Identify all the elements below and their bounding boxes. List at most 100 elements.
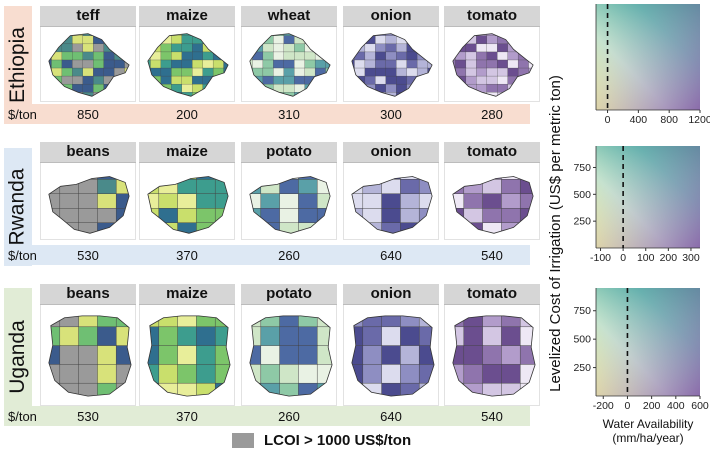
- map-region: [262, 75, 274, 85]
- map-region: [519, 345, 536, 366]
- map-region: [158, 315, 179, 328]
- legend-gradient-overlay: [596, 288, 700, 396]
- y-tick-label: 250: [573, 216, 591, 228]
- map-region: [48, 222, 61, 234]
- price-row: $/ton 530 370 260 640 540: [4, 245, 530, 265]
- crop-header: onion: [343, 284, 439, 305]
- map-regions: [249, 33, 331, 97]
- map-region: [177, 315, 198, 328]
- map-region: [202, 92, 214, 97]
- crop-map-panel: tomato: [444, 6, 540, 102]
- map-region: [362, 315, 383, 328]
- map-region: [314, 59, 327, 69]
- map-region: [406, 92, 418, 97]
- crop-header: tomato: [444, 142, 540, 163]
- map-region: [294, 59, 306, 69]
- map-region: [452, 35, 457, 45]
- map-region: [59, 176, 80, 180]
- map-region: [273, 59, 285, 69]
- map-region: [406, 35, 418, 45]
- map-region: [147, 75, 152, 85]
- map-region: [262, 35, 274, 45]
- map-region: [196, 326, 216, 347]
- map-region: [177, 193, 198, 209]
- map-region: [279, 326, 300, 347]
- choropleth-map: [48, 33, 130, 97]
- map-region: [147, 176, 160, 180]
- crop-header: maize: [139, 6, 235, 27]
- map-region: [103, 33, 115, 37]
- map-region: [262, 51, 274, 61]
- map-region: [115, 176, 130, 180]
- map-outline: [452, 176, 534, 234]
- map-region: [325, 75, 331, 85]
- map-region: [48, 326, 61, 347]
- crop-map-panel: onion: [343, 284, 439, 406]
- map-region: [171, 35, 183, 45]
- legend-gradient-overlay: [596, 146, 700, 248]
- crop-map-box: [139, 163, 235, 240]
- map-region: [214, 176, 229, 180]
- map-region: [476, 43, 488, 53]
- map-region: [528, 35, 534, 45]
- map-region: [212, 75, 225, 85]
- map-region: [260, 208, 281, 224]
- map-region: [298, 382, 318, 397]
- x-tick-label: -200: [593, 400, 614, 412]
- map-region: [181, 59, 193, 69]
- map-region: [93, 51, 105, 61]
- map-region: [316, 208, 331, 224]
- map-region: [147, 33, 152, 37]
- map-region: [314, 43, 327, 53]
- map-region: [177, 345, 198, 366]
- map-region: [507, 59, 519, 69]
- map-region: [316, 176, 331, 180]
- map-outline: [249, 33, 331, 97]
- map-region: [416, 43, 429, 53]
- crop-price-value: 540: [481, 408, 503, 424]
- x-tick-label: 400: [667, 400, 685, 412]
- map-region: [455, 35, 467, 45]
- map-region: [260, 179, 281, 195]
- crop-price-value: 640: [380, 408, 402, 424]
- map-region: [158, 364, 179, 384]
- map-regions: [351, 33, 433, 97]
- map-region: [61, 75, 73, 85]
- map-region: [124, 83, 130, 93]
- map-regions: [48, 176, 130, 234]
- map-region: [396, 92, 408, 97]
- map-region: [455, 83, 467, 93]
- map-region: [202, 67, 214, 77]
- map-regions: [48, 315, 132, 397]
- legend-gradient-overlay: [596, 4, 700, 110]
- map-region: [202, 35, 214, 45]
- map-region: [262, 43, 274, 53]
- map-region: [192, 92, 204, 97]
- map-region: [381, 326, 402, 347]
- crop-map-panel: potato: [241, 284, 337, 406]
- map-region: [273, 83, 285, 93]
- map-region: [59, 179, 80, 195]
- map-region: [48, 75, 53, 85]
- map-region: [72, 83, 84, 93]
- map-region: [465, 92, 477, 97]
- map-region: [82, 59, 94, 69]
- map-region: [103, 92, 115, 97]
- map-region: [294, 67, 306, 77]
- map-region: [362, 345, 383, 366]
- map-region: [427, 51, 433, 61]
- map-region: [103, 35, 115, 45]
- map-region: [252, 59, 264, 69]
- map-region: [519, 326, 536, 347]
- map-region: [304, 59, 316, 69]
- map-region: [381, 193, 402, 209]
- map-region: [48, 176, 61, 180]
- map-region: [181, 51, 193, 61]
- map-region: [364, 67, 376, 77]
- map-region: [375, 43, 387, 53]
- x-axis-label-line2: (mm/ha/year): [612, 431, 684, 445]
- map-region: [416, 92, 429, 97]
- map-region: [416, 35, 429, 45]
- map-region: [158, 208, 179, 224]
- map-region: [298, 193, 318, 209]
